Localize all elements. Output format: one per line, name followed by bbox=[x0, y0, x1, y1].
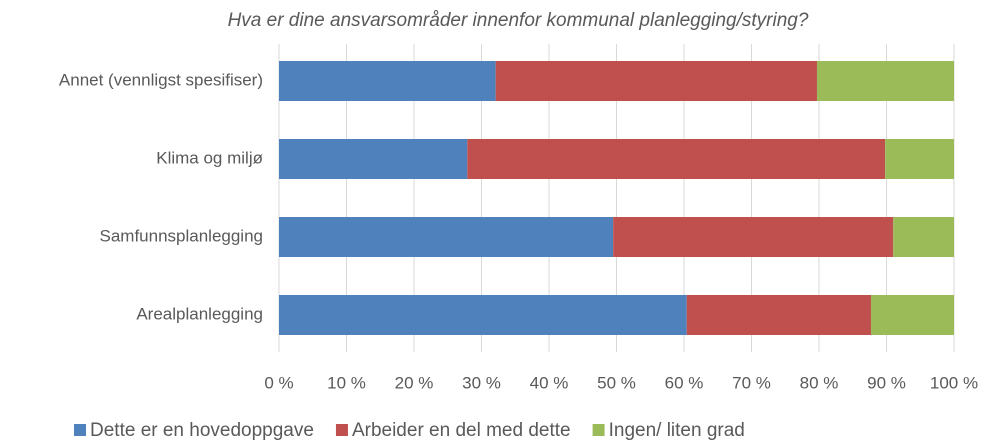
y-tick-label: Klima og miljø bbox=[156, 148, 263, 167]
x-tick-label: 80 % bbox=[800, 373, 839, 392]
x-tick-label: 10 % bbox=[327, 373, 366, 392]
x-tick-label: 60 % bbox=[665, 373, 704, 392]
bar-segment bbox=[279, 61, 496, 101]
bar-segment bbox=[816, 61, 954, 101]
bar-segment bbox=[495, 61, 817, 101]
bar-segment bbox=[279, 217, 614, 257]
chart-title: Hva er dine ansvarsområder innenfor komm… bbox=[228, 10, 809, 31]
x-tick-label: 70 % bbox=[732, 373, 771, 392]
bar-segment bbox=[279, 295, 687, 335]
bar-segment bbox=[613, 217, 894, 257]
bar-segment bbox=[885, 139, 954, 179]
x-tick-label: 30 % bbox=[462, 373, 501, 392]
legend-label: Dette er en hovedoppgave bbox=[90, 420, 314, 441]
x-tick-label: 100 % bbox=[930, 373, 978, 392]
x-tick-label: 50 % bbox=[597, 373, 636, 392]
bar-segment bbox=[686, 295, 871, 335]
y-tick-label: Samfunnsplanlegging bbox=[99, 226, 263, 245]
legend-swatch bbox=[74, 424, 86, 436]
legend-swatch bbox=[592, 424, 605, 436]
bar-segment bbox=[893, 217, 954, 257]
legend-swatch bbox=[335, 424, 348, 436]
x-tick-label: 0 % bbox=[264, 373, 293, 392]
x-tick-label: 40 % bbox=[530, 373, 569, 392]
bar-segment bbox=[467, 139, 886, 179]
legend-label: Arbeider en del med dette bbox=[352, 420, 571, 441]
x-tick-label: 20 % bbox=[395, 373, 434, 392]
legend-label: Ingen/ liten grad bbox=[609, 420, 745, 441]
y-tick-label: Annet (vennligst spesifiser) bbox=[59, 70, 263, 89]
bar-segment bbox=[870, 295, 954, 335]
x-tick-label: 90 % bbox=[867, 373, 906, 392]
bar-segment bbox=[279, 139, 468, 179]
y-tick-label: Arealplanlegging bbox=[136, 304, 263, 323]
